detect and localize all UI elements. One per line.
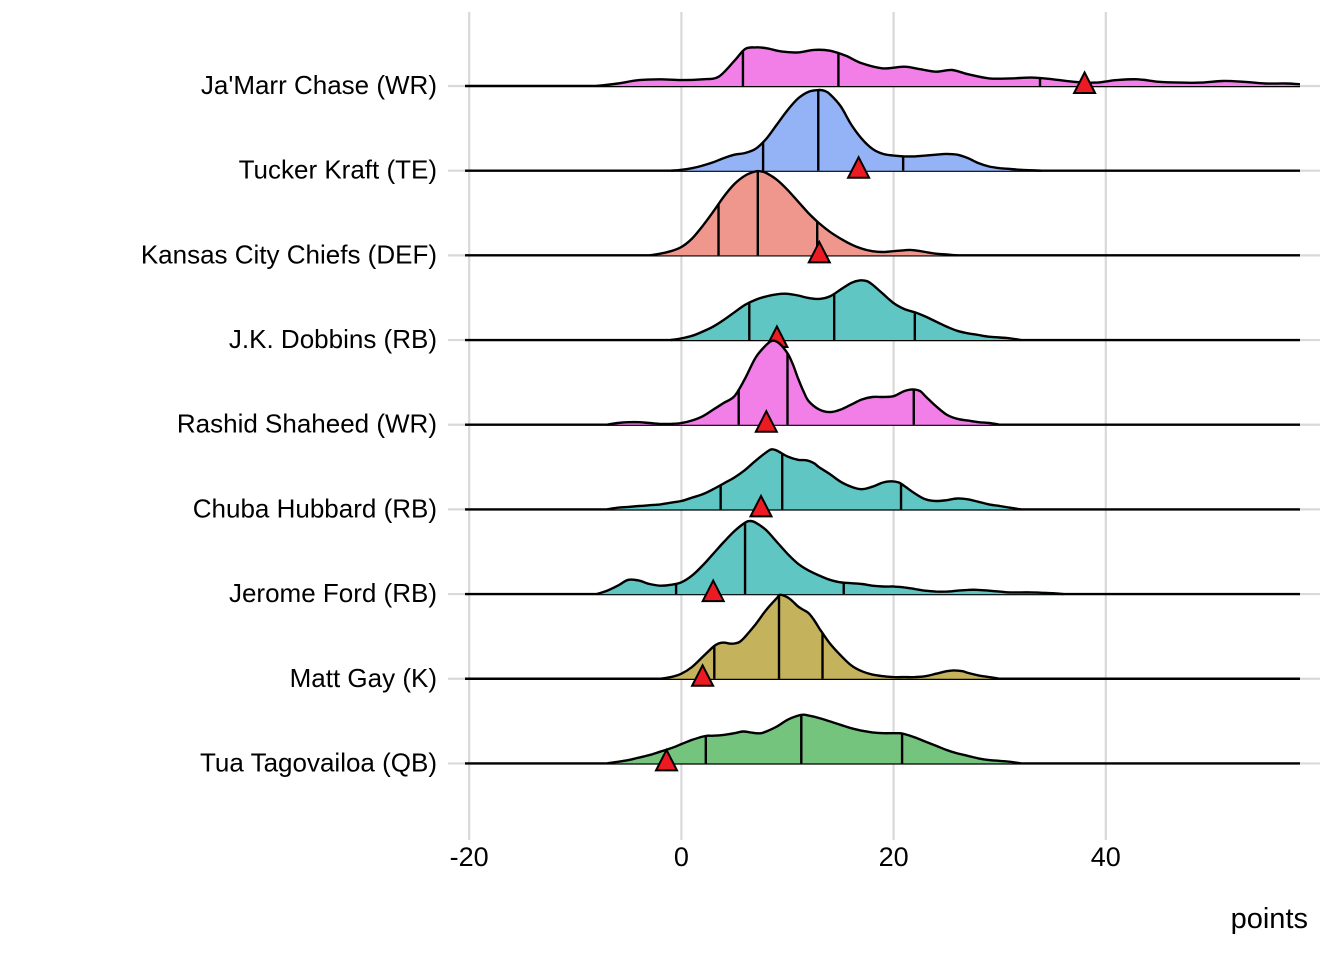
density-area (670, 280, 1021, 340)
ridge-row (465, 279, 1300, 348)
ridge-row (465, 713, 1300, 772)
actual-points-marker (807, 239, 832, 264)
ridge-row (465, 88, 1300, 179)
density-outline (596, 519, 1064, 596)
player-label: Rashid Shaheed (WR) (177, 409, 437, 439)
density-outline (606, 448, 1022, 511)
player-label: J.K. Dobbins (RB) (229, 324, 437, 354)
x-tick-label: 20 (879, 842, 909, 872)
density-area (607, 449, 1021, 510)
density-area (660, 594, 1000, 679)
ridge-row (465, 46, 1301, 94)
ridge-row (465, 169, 1300, 264)
density-area (607, 340, 1000, 425)
actual-points-marker (754, 409, 779, 433)
player-label: Tua Tagovailoa (QB) (200, 747, 437, 777)
ridge-row (465, 519, 1300, 603)
ridge-row (465, 339, 1300, 433)
density-outline (670, 88, 1043, 172)
actual-points-marker (654, 747, 679, 772)
density-outline (596, 46, 1301, 88)
player-label: Jerome Ford (RB) (229, 578, 437, 608)
density-outline (649, 169, 958, 257)
density-area (649, 171, 958, 256)
x-axis-tick-labels: -20 0 20 40 (450, 842, 1121, 872)
ridge-row (465, 593, 1300, 687)
actual-points-marker (748, 493, 774, 518)
player-label: Chuba Hubbard (RB) (193, 493, 437, 523)
density-area (607, 714, 1021, 764)
density-outline (659, 593, 1000, 680)
density-area (596, 521, 1064, 595)
y-axis-labels: Ja'Marr Chase (WR) Tucker Kraft (TE) Kansa… (141, 70, 437, 777)
density-outline (606, 339, 1000, 426)
actual-points-marker (690, 663, 715, 687)
x-tick-label: 0 (674, 842, 689, 872)
player-label: Matt Gay (K) (290, 663, 437, 693)
actual-points-marker (1072, 70, 1097, 94)
player-label: Ja'Marr Chase (WR) (201, 70, 437, 100)
density-area (596, 47, 1300, 86)
density-outline (670, 279, 1022, 342)
x-axis-title: points (1231, 903, 1308, 935)
player-label: Kansas City Chiefs (DEF) (141, 239, 437, 269)
ridge-row (465, 448, 1300, 518)
player-label: Tucker Kraft (TE) (239, 155, 437, 185)
actual-points-marker (701, 578, 726, 603)
density-outline (606, 713, 1022, 765)
x-tick-label: -20 (450, 842, 489, 872)
x-tick-label: 40 (1091, 842, 1121, 872)
actual-points-marker (846, 155, 871, 179)
